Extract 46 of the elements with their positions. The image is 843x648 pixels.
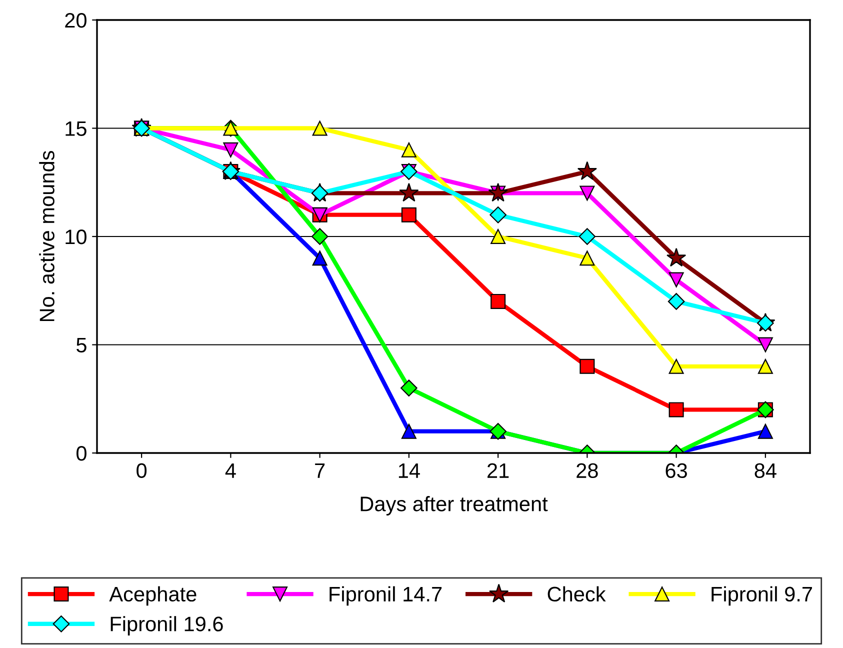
legend-label: Fipronil 19.6 <box>110 616 223 636</box>
legend-label: Fipronil 14.7 <box>330 586 442 606</box>
point <box>758 424 773 439</box>
x-tick-label: 28 <box>576 463 598 478</box>
point <box>578 228 596 245</box>
point <box>488 182 508 202</box>
point <box>399 182 419 202</box>
y-axis-title: No. active mounds <box>39 150 54 322</box>
point <box>401 207 416 222</box>
y-tick-label: 15 <box>66 121 86 136</box>
legend-label: Acephate <box>109 586 196 606</box>
x-tick-label: 7 <box>315 463 325 478</box>
x-tick-label: 84 <box>754 463 776 478</box>
y-tick-label: 0 <box>76 446 86 461</box>
point <box>668 402 684 418</box>
point <box>580 186 595 201</box>
x-tick-label: 4 <box>225 463 236 478</box>
point <box>490 206 506 224</box>
x-tick-label: 63 <box>666 463 687 478</box>
legend-label: Fipronil 9.7 <box>712 586 812 606</box>
point <box>312 250 328 266</box>
point <box>758 358 773 374</box>
point <box>311 228 328 245</box>
point <box>758 337 773 352</box>
point <box>312 120 328 136</box>
y-tick-label: 10 <box>66 230 86 244</box>
point <box>223 142 238 158</box>
point <box>401 142 416 158</box>
point <box>400 380 418 396</box>
x-axis-title: Days after treatment <box>360 496 548 516</box>
legend-label: Check <box>548 586 606 602</box>
x-tick-label: 0 <box>136 463 147 478</box>
point <box>401 424 416 439</box>
point <box>577 161 597 180</box>
point <box>580 358 595 374</box>
x-tick-label: 14 <box>398 463 420 478</box>
x-tick-label: 21 <box>488 463 509 478</box>
point <box>668 293 685 310</box>
point <box>490 294 506 309</box>
point <box>666 248 686 267</box>
point <box>490 229 506 244</box>
y-tick-label: 5 <box>76 338 86 353</box>
point <box>580 250 595 266</box>
point <box>668 272 684 288</box>
y-tick-label: 20 <box>65 13 86 28</box>
point <box>668 358 684 374</box>
